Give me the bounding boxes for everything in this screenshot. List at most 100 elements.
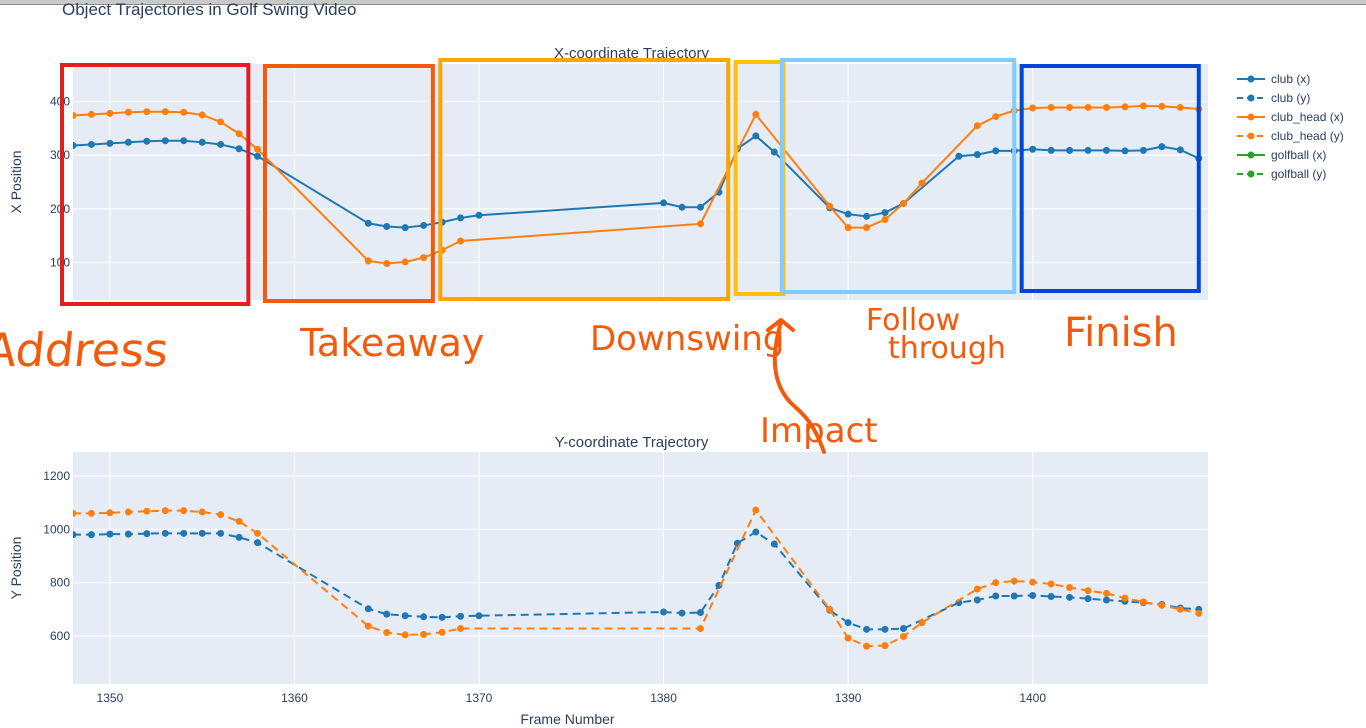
- phase-box: [1019, 64, 1201, 293]
- data-point: [1066, 583, 1074, 591]
- data-point: [198, 111, 206, 119]
- x-tick-label: 1350: [97, 691, 124, 705]
- data-point: [161, 108, 169, 116]
- data-point: [143, 507, 151, 515]
- data-point: [1084, 146, 1092, 154]
- data-point: [1102, 146, 1110, 154]
- data-point: [863, 224, 871, 232]
- data-point: [420, 630, 428, 638]
- data-point: [1121, 147, 1129, 155]
- data-point: [899, 625, 907, 633]
- data-point: [383, 260, 391, 268]
- data-point: [1176, 146, 1184, 154]
- phase-box: [60, 63, 251, 306]
- data-point: [696, 609, 704, 617]
- data-point: [752, 528, 760, 536]
- data-point: [1010, 577, 1018, 585]
- legend-marker: [1247, 151, 1255, 159]
- data-point: [1121, 103, 1129, 111]
- x-tick-label: 1380: [650, 691, 677, 705]
- data-point: [899, 199, 907, 207]
- data-point: [180, 108, 188, 116]
- data-point: [881, 642, 889, 650]
- data-point: [1158, 102, 1166, 110]
- x-tick-label: 1360: [281, 691, 308, 705]
- data-point: [1084, 103, 1092, 111]
- phase-box: [263, 64, 435, 303]
- data-point: [143, 137, 151, 145]
- data-point: [364, 219, 372, 227]
- data-point: [420, 613, 428, 621]
- phase-box: [438, 58, 731, 301]
- data-point: [475, 612, 483, 620]
- data-point: [364, 622, 372, 630]
- data-point: [401, 612, 409, 620]
- data-point: [124, 508, 132, 516]
- y-tick-label: 1200: [43, 469, 70, 483]
- data-point: [1029, 104, 1037, 112]
- data-point: [844, 634, 852, 642]
- data-point: [1139, 598, 1147, 606]
- data-point: [198, 508, 206, 516]
- data-point: [106, 139, 114, 147]
- y-axis-label: Y Position: [8, 537, 24, 600]
- legend-label: club (y): [1271, 91, 1310, 105]
- data-point: [73, 509, 77, 517]
- data-point: [383, 629, 391, 637]
- annotation-downswing: Downswing: [590, 319, 784, 359]
- annotation-finish: Finish: [1064, 310, 1178, 356]
- data-point: [752, 506, 760, 514]
- impact-arrow-icon: [772, 320, 826, 454]
- annotation-takeaway: Takeaway: [299, 321, 484, 365]
- data-point: [87, 110, 95, 118]
- data-point: [106, 109, 114, 117]
- plot-background: [73, 452, 1208, 684]
- data-point: [992, 147, 1000, 155]
- data-point: [383, 610, 391, 618]
- data-point: [180, 529, 188, 537]
- data-point: [457, 237, 465, 245]
- data-point: [475, 211, 483, 219]
- data-point: [1139, 146, 1147, 154]
- data-point: [1047, 146, 1055, 154]
- data-point: [863, 625, 871, 633]
- data-point: [87, 509, 95, 517]
- data-point: [1084, 587, 1092, 595]
- x-tick-label: 1400: [1019, 691, 1046, 705]
- data-point: [973, 585, 981, 593]
- data-point: [826, 605, 834, 613]
- data-point: [992, 579, 1000, 587]
- plot-background: [73, 64, 1208, 300]
- data-point: [254, 152, 262, 160]
- data-point: [678, 203, 686, 211]
- y-tick-label: 1000: [43, 522, 70, 536]
- annotation-through: through: [888, 331, 1006, 366]
- y-tick-label: 600: [50, 629, 70, 643]
- data-point: [143, 530, 151, 538]
- data-point: [1121, 594, 1129, 602]
- annotation-impact: Impact: [760, 411, 878, 451]
- legend-marker: [1247, 132, 1255, 140]
- annotation-address: Address: [0, 323, 171, 377]
- y-tick-label: 800: [50, 576, 70, 590]
- data-point: [899, 633, 907, 641]
- data-point: [881, 216, 889, 224]
- data-point: [770, 148, 778, 156]
- data-point: [1047, 580, 1055, 588]
- data-point: [73, 142, 77, 150]
- data-point: [752, 132, 760, 140]
- data-point: [1102, 589, 1110, 597]
- data-point: [1176, 103, 1184, 111]
- data-point: [1066, 593, 1074, 601]
- legend-label: golfball (y): [1271, 167, 1326, 181]
- data-point: [1047, 593, 1055, 601]
- legend-marker: [1247, 75, 1255, 83]
- data-point: [863, 642, 871, 650]
- data-point: [383, 223, 391, 231]
- data-point: [217, 511, 225, 519]
- data-point: [1139, 102, 1147, 110]
- data-point: [124, 138, 132, 146]
- data-point: [235, 517, 243, 525]
